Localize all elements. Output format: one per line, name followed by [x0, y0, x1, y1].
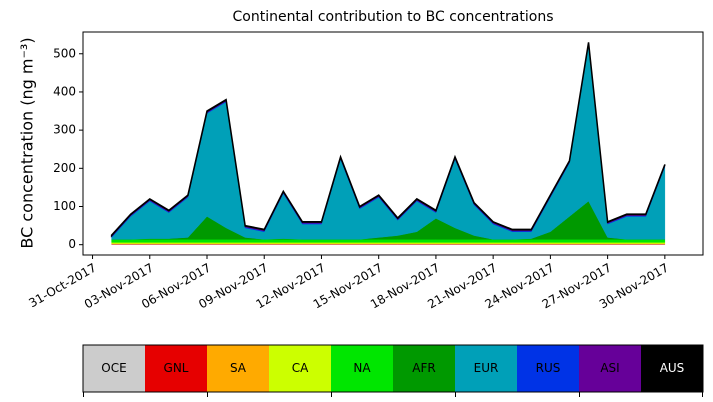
- legend-label: ASI: [600, 361, 619, 375]
- chart-title: Continental contribution to BC concentra…: [232, 9, 553, 25]
- legend-label: AUS: [660, 361, 685, 375]
- y-tick-label: 100: [53, 199, 76, 213]
- legend-swatch: [145, 345, 207, 392]
- y-tick-label: 500: [53, 46, 76, 60]
- legend-label: SA: [230, 361, 247, 375]
- legend-label: OCE: [101, 361, 126, 375]
- area: [110, 42, 666, 238]
- legend-swatch: [83, 345, 145, 392]
- legend-swatch: [517, 345, 579, 392]
- area: [111, 239, 666, 243]
- legend-label: GNL: [164, 361, 189, 375]
- legend-swatch: [641, 345, 703, 392]
- y-tick-label: 400: [53, 84, 76, 98]
- legend-swatch: [455, 345, 517, 392]
- colorbar-frame: [82, 344, 704, 393]
- colorbar-ticks: [83, 392, 703, 397]
- y-axis-label: BC concentration (ng m⁻³): [18, 37, 37, 248]
- legend-swatch: [207, 345, 269, 392]
- y-tick-label: 300: [53, 123, 76, 137]
- plot-frame: [82, 31, 704, 256]
- legend-label: RUS: [536, 361, 561, 375]
- y-tick-label: 0: [68, 237, 76, 251]
- legend-swatch: [393, 345, 455, 392]
- legend-label: NA: [353, 361, 371, 375]
- y-tick-label: 200: [53, 161, 76, 175]
- legend-swatch: [579, 345, 641, 392]
- legend-label: EUR: [474, 361, 499, 375]
- legend-label: CA: [292, 361, 309, 375]
- legend-label: AFR: [412, 361, 435, 375]
- legend-swatch: [269, 345, 331, 392]
- legend-swatch: [331, 345, 393, 392]
